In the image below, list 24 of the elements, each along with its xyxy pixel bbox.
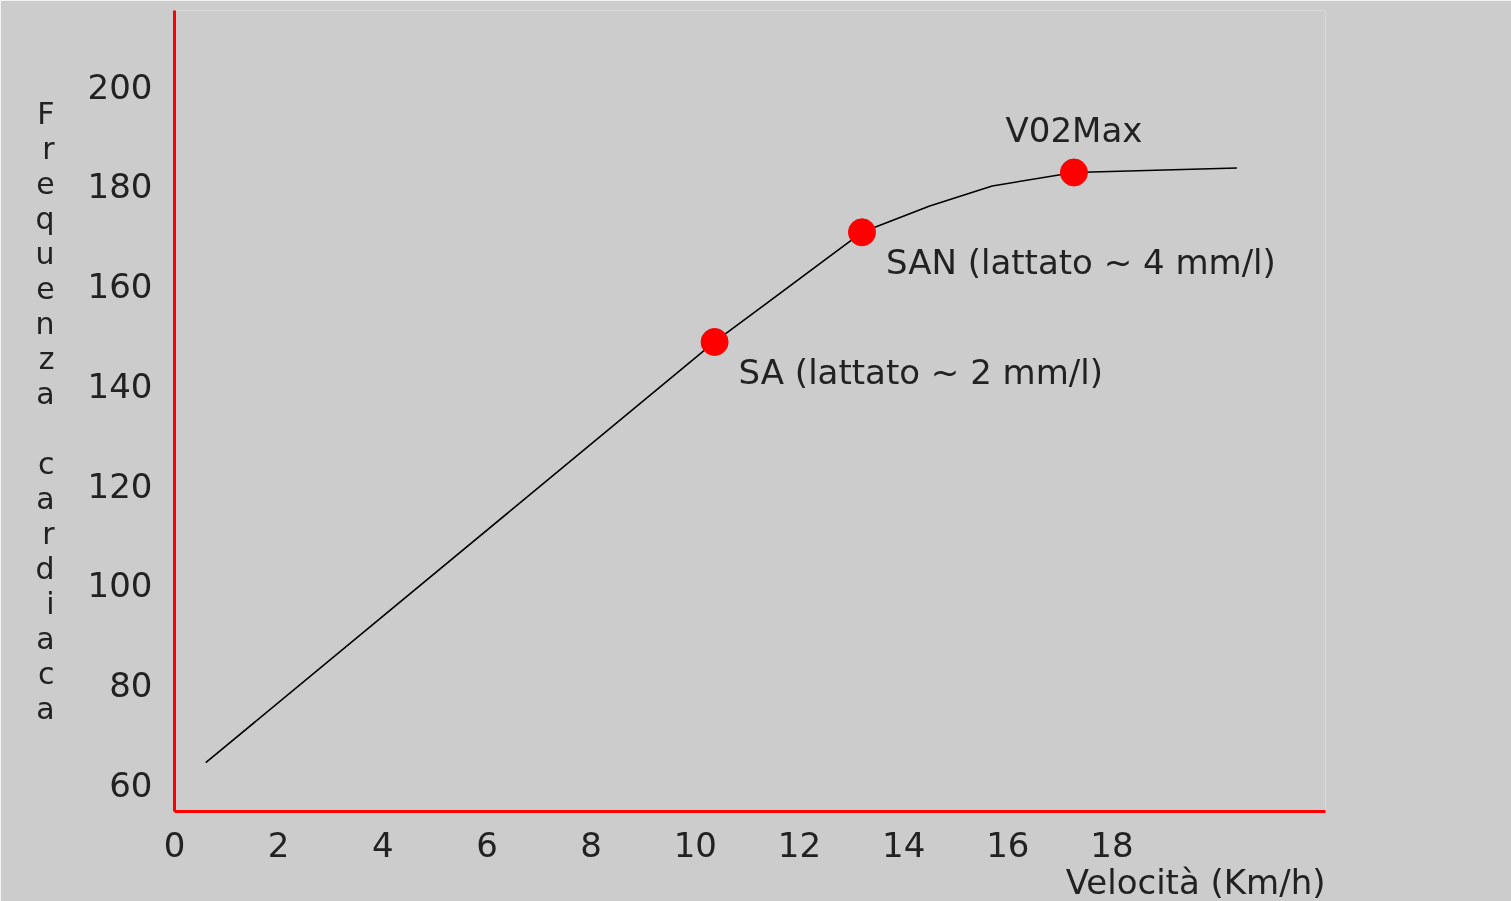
y-tick-label: 80 (109, 664, 153, 705)
x-tick-label: 6 (476, 824, 498, 865)
x-tick-label: 12 (777, 824, 822, 865)
x-tick-label: 2 (267, 824, 290, 865)
annotation: SAN (lattato ~ 4 mm/l) (885, 242, 1276, 283)
x-tick-label: 16 (986, 824, 1030, 865)
x-tick-label: 0 (163, 824, 186, 865)
x-tick-label: 4 (372, 824, 394, 865)
x-tick-label: 14 (882, 824, 926, 865)
x-tick-label: 8 (580, 824, 602, 865)
annotation: SA (lattato ~ 2 mm/l) (738, 351, 1103, 392)
point (700, 327, 729, 356)
y-tick-label: 200 (87, 66, 153, 107)
y-tick-label: 160 (87, 266, 153, 307)
point (1059, 158, 1088, 187)
point (847, 218, 876, 247)
text: Frequenza cardiaca (35, 96, 55, 726)
y-tick-label: 100 (87, 565, 153, 606)
y-tick-label: 180 (87, 166, 153, 207)
y-tick-label: 140 (87, 365, 153, 406)
y-tick-label: 60 (109, 764, 153, 805)
x-tick-label: 10 (673, 824, 717, 865)
y-tick-label: 120 (87, 465, 153, 506)
annotation: V02Max (1005, 110, 1143, 151)
